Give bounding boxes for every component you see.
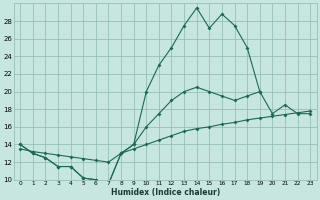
X-axis label: Humidex (Indice chaleur): Humidex (Indice chaleur) xyxy=(111,188,220,197)
